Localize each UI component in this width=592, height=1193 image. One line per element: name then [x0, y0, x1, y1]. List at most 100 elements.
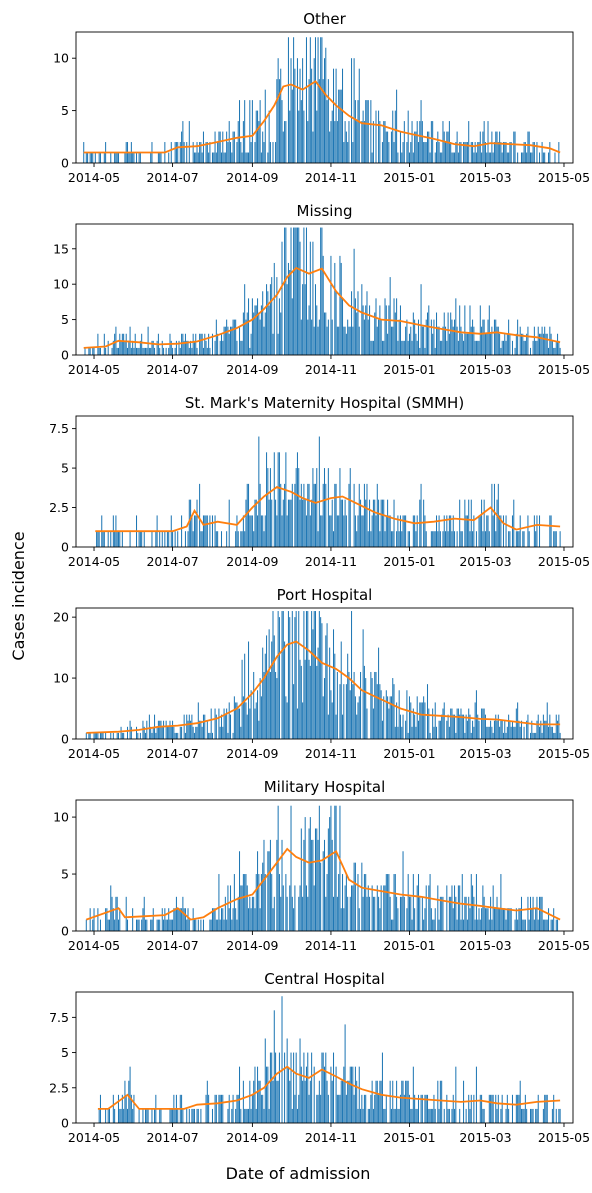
bar: [454, 319, 456, 355]
bar: [330, 690, 332, 739]
bar: [126, 919, 129, 931]
bar: [213, 152, 215, 163]
bar: [303, 1052, 305, 1123]
bar: [495, 131, 497, 163]
bar: [501, 908, 503, 931]
bar: [433, 726, 435, 739]
bar: [281, 515, 283, 547]
bar: [190, 720, 192, 739]
bar: [244, 653, 246, 739]
bar: [105, 347, 107, 355]
bar: [375, 515, 377, 547]
bar: [191, 1108, 193, 1123]
bar: [423, 919, 425, 931]
bar: [383, 696, 385, 739]
bar: [555, 919, 557, 931]
bar: [280, 68, 282, 163]
bar: [102, 531, 104, 547]
bar: [379, 908, 381, 931]
bar: [296, 227, 298, 355]
bars: [84, 227, 561, 355]
bar: [510, 726, 512, 739]
bar: [445, 531, 447, 547]
bar: [320, 515, 322, 547]
bar: [550, 515, 552, 547]
bar: [486, 908, 488, 931]
bar: [439, 720, 441, 739]
bar: [241, 659, 243, 739]
bar: [397, 908, 399, 931]
bar: [342, 298, 344, 355]
bar: [433, 531, 435, 547]
bar: [255, 1108, 257, 1123]
bar: [553, 347, 555, 355]
bar: [155, 732, 157, 739]
bar: [487, 726, 489, 739]
bar: [376, 483, 378, 547]
bar: [502, 732, 504, 739]
bar: [335, 291, 337, 355]
bar: [254, 908, 256, 931]
bar: [309, 1080, 311, 1123]
bar: [102, 732, 104, 739]
x-tick-label: 2014-07: [146, 362, 198, 377]
bar: [410, 896, 412, 931]
bar: [537, 919, 539, 931]
bar: [335, 68, 337, 163]
bar: [357, 702, 359, 739]
bar: [245, 319, 247, 355]
bar: [447, 531, 449, 547]
bar: [384, 298, 386, 355]
bar: [206, 720, 208, 739]
bar: [136, 152, 138, 163]
bar: [452, 515, 454, 547]
bar: [191, 347, 193, 355]
panel-title: Military Hospital: [264, 778, 386, 796]
bar: [183, 142, 185, 163]
bar: [254, 1066, 256, 1123]
bar: [381, 720, 383, 739]
bar: [267, 468, 269, 547]
bar: [126, 1108, 129, 1123]
bar: [277, 452, 279, 547]
bar: [154, 347, 156, 355]
bar: [463, 340, 465, 355]
bar: [459, 499, 461, 547]
bar: [354, 515, 356, 547]
bar: [481, 499, 483, 547]
bar: [304, 659, 306, 739]
bar: [535, 732, 537, 739]
bar: [284, 227, 286, 355]
bar: [343, 515, 345, 547]
bar: [314, 284, 317, 355]
bar: [245, 499, 247, 547]
bar: [308, 79, 310, 163]
bar: [357, 1108, 359, 1123]
bar: [344, 885, 346, 931]
bar: [437, 1080, 439, 1123]
bar: [226, 319, 228, 355]
bar: [527, 896, 529, 931]
bar: [296, 452, 298, 547]
bar: [491, 483, 493, 547]
bar: [472, 720, 474, 739]
bar: [481, 708, 483, 739]
bar: [183, 714, 185, 739]
bar: [272, 1080, 274, 1123]
bar: [546, 1094, 548, 1123]
bar: [197, 1108, 199, 1123]
bar: [411, 919, 413, 931]
bar: [532, 340, 534, 355]
bar: [168, 347, 170, 355]
bar: [356, 531, 358, 547]
bar: [208, 333, 210, 355]
bar: [495, 1094, 497, 1123]
bar: [188, 919, 190, 931]
bar: [345, 684, 347, 739]
bar: [276, 277, 278, 355]
bar: [484, 531, 486, 547]
bar: [353, 248, 355, 355]
bar: [193, 340, 195, 355]
bar: [170, 142, 172, 163]
bar: [540, 333, 542, 355]
